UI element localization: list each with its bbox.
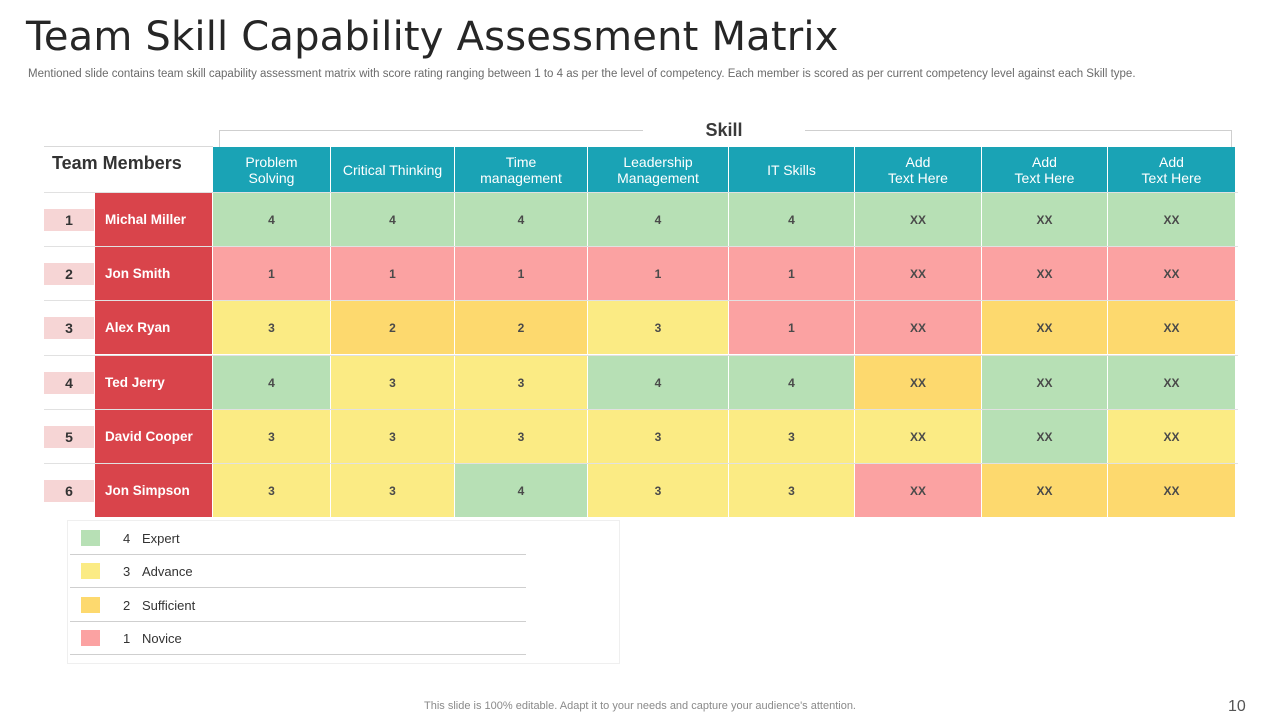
member-name: Jon Smith xyxy=(95,247,212,300)
score-cell: XX xyxy=(855,464,981,517)
legend-swatch xyxy=(81,563,100,579)
score-cell: XX xyxy=(982,301,1107,354)
table-row xyxy=(44,192,1238,246)
score-cell: XX xyxy=(982,247,1107,300)
score-cell: XX xyxy=(982,356,1107,409)
member-name: Alex Ryan xyxy=(95,301,212,354)
score-cell: XX xyxy=(982,193,1107,246)
legend-item: 3 Advance xyxy=(70,555,526,588)
score-cell: 4 xyxy=(455,464,587,517)
slide-title: Team Skill Capability Assessment Matrix xyxy=(26,14,839,60)
score-cell: 1 xyxy=(455,247,587,300)
column-header: Problem Solving xyxy=(213,147,330,192)
table-row xyxy=(44,355,1238,409)
score-cell: 4 xyxy=(588,193,728,246)
score-cell: 3 xyxy=(588,301,728,354)
table-row xyxy=(44,300,1238,354)
legend-item: 4 Expert xyxy=(70,522,526,555)
score-cell: XX xyxy=(982,464,1107,517)
table-row xyxy=(44,409,1238,463)
legend-swatch xyxy=(81,530,100,546)
legend-number: 3 xyxy=(123,563,131,579)
slide-subtitle: Mentioned slide contains team skill capa… xyxy=(28,68,1136,80)
score-cell: 1 xyxy=(729,247,854,300)
score-cell: XX xyxy=(1108,464,1235,517)
score-cell: 3 xyxy=(729,410,854,463)
score-cell: 3 xyxy=(455,356,587,409)
column-header: Leadership Management xyxy=(588,147,728,192)
row-number: 1 xyxy=(44,209,94,231)
score-cell: 3 xyxy=(213,464,330,517)
column-header: Add Text Here xyxy=(1108,147,1235,192)
score-cell: XX xyxy=(855,410,981,463)
score-cell: XX xyxy=(1108,193,1235,246)
score-cell: 4 xyxy=(331,193,454,246)
score-cell: XX xyxy=(855,193,981,246)
legend-item: 2 Sufficient xyxy=(70,589,526,622)
legend-label: Novice xyxy=(142,630,182,646)
score-cell: 3 xyxy=(331,356,454,409)
legend-swatch xyxy=(81,597,100,613)
score-cell: 3 xyxy=(331,410,454,463)
score-cell: 1 xyxy=(729,301,854,354)
score-cell: XX xyxy=(1108,301,1235,354)
member-name: Ted Jerry xyxy=(95,356,212,409)
column-header: Time management xyxy=(455,147,587,192)
member-name: David Cooper xyxy=(95,410,212,463)
legend-label: Advance xyxy=(142,563,193,579)
score-cell: XX xyxy=(1108,247,1235,300)
row-number: 6 xyxy=(44,480,94,502)
score-cell: XX xyxy=(1108,356,1235,409)
legend-box xyxy=(67,520,620,664)
column-header: IT Skills xyxy=(729,147,854,192)
score-cell: XX xyxy=(982,410,1107,463)
legend-item: 1 Novice xyxy=(70,622,526,655)
row-number: 3 xyxy=(44,317,94,339)
member-name: Jon Simpson xyxy=(95,464,212,517)
legend-label: Sufficient xyxy=(142,597,196,613)
score-cell: 4 xyxy=(455,193,587,246)
page-number: 10 xyxy=(1228,698,1246,715)
score-cell: XX xyxy=(855,247,981,300)
score-cell: 1 xyxy=(331,247,454,300)
score-cell: 4 xyxy=(588,356,728,409)
score-cell: XX xyxy=(855,301,981,354)
row-number: 5 xyxy=(44,426,94,448)
score-cell: 4 xyxy=(213,356,330,409)
score-cell: 3 xyxy=(729,464,854,517)
score-cell: 1 xyxy=(213,247,330,300)
score-cell: 1 xyxy=(588,247,728,300)
row-number: 2 xyxy=(44,263,94,285)
legend-number: 4 xyxy=(123,530,131,546)
score-cell: XX xyxy=(855,356,981,409)
score-cell: 3 xyxy=(213,301,330,354)
score-cell: 3 xyxy=(213,410,330,463)
score-cell: 4 xyxy=(213,193,330,246)
column-header: Critical Thinking xyxy=(331,147,454,192)
score-cell: 3 xyxy=(455,410,587,463)
legend-number: 1 xyxy=(123,630,131,646)
table-row xyxy=(44,246,1238,300)
score-cell: 2 xyxy=(331,301,454,354)
column-header: Add Text Here xyxy=(855,147,981,192)
skill-label: Skill xyxy=(643,119,805,141)
score-cell: 4 xyxy=(729,193,854,246)
score-cell: XX xyxy=(1108,410,1235,463)
score-cell: 4 xyxy=(729,356,854,409)
legend-swatch xyxy=(81,630,100,646)
team-members-header: Team Members xyxy=(44,146,213,192)
score-cell: 2 xyxy=(455,301,587,354)
table-row xyxy=(44,463,1238,517)
column-header: Add Text Here xyxy=(982,147,1107,192)
member-name: Michal Miller xyxy=(95,193,212,246)
score-cell: 3 xyxy=(331,464,454,517)
legend-label: Expert xyxy=(142,530,180,546)
row-number: 4 xyxy=(44,372,94,394)
score-cell: 3 xyxy=(588,410,728,463)
score-cell: 3 xyxy=(588,464,728,517)
legend-number: 2 xyxy=(123,597,131,613)
footer-note: This slide is 100% editable. Adapt it to… xyxy=(424,700,856,712)
